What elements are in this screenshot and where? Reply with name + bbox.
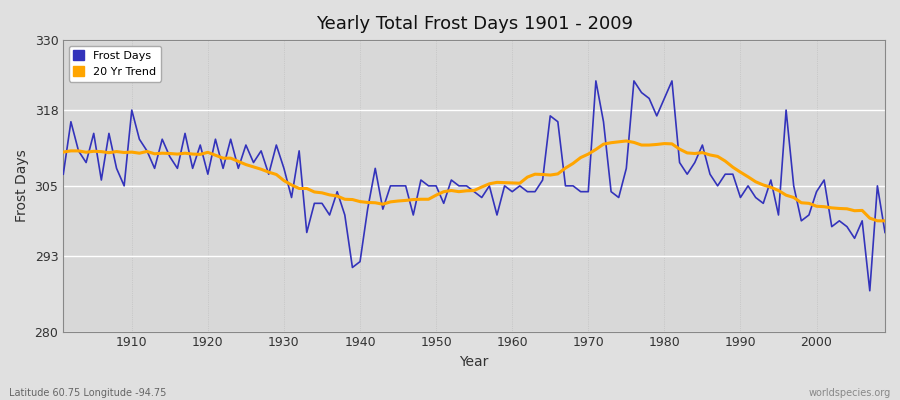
Y-axis label: Frost Days: Frost Days bbox=[15, 150, 29, 222]
X-axis label: Year: Year bbox=[460, 355, 489, 369]
Title: Yearly Total Frost Days 1901 - 2009: Yearly Total Frost Days 1901 - 2009 bbox=[316, 15, 633, 33]
Legend: Frost Days, 20 Yr Trend: Frost Days, 20 Yr Trend bbox=[68, 46, 161, 82]
Text: worldspecies.org: worldspecies.org bbox=[809, 388, 891, 398]
Text: Latitude 60.75 Longitude -94.75: Latitude 60.75 Longitude -94.75 bbox=[9, 388, 166, 398]
